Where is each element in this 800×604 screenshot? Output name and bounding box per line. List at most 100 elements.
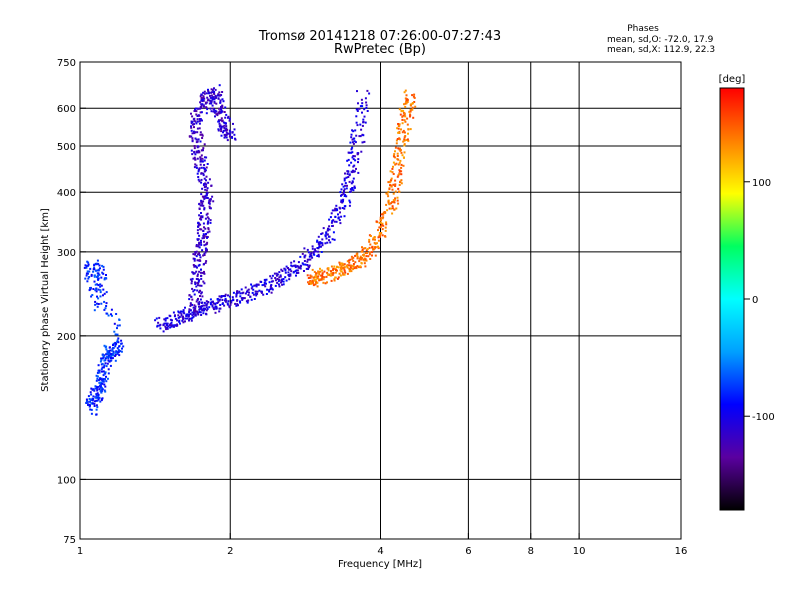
data-point — [343, 207, 346, 210]
data-point — [319, 241, 322, 244]
data-point — [401, 131, 404, 134]
data-point — [105, 375, 107, 378]
data-point — [252, 288, 255, 291]
data-point — [350, 136, 353, 139]
data-point — [99, 378, 101, 381]
data-point — [195, 255, 198, 258]
data-point — [288, 274, 291, 277]
data-point — [398, 124, 401, 127]
data-point — [164, 319, 167, 322]
data-point — [112, 342, 115, 345]
data-point — [196, 146, 199, 149]
data-point — [398, 108, 401, 111]
data-point — [87, 263, 90, 266]
data-point — [332, 269, 334, 272]
data-point — [224, 116, 227, 119]
data-point — [311, 247, 314, 250]
data-point — [206, 241, 209, 244]
data-point — [333, 238, 336, 241]
data-point — [398, 130, 401, 133]
data-point — [92, 288, 95, 290]
data-point — [299, 255, 302, 258]
data-point — [190, 112, 192, 115]
data-point — [210, 88, 213, 91]
data-point — [199, 228, 202, 231]
data-point — [246, 289, 249, 292]
data-point — [92, 388, 95, 391]
data-point — [197, 178, 200, 181]
data-point — [189, 309, 192, 312]
data-point — [237, 304, 239, 307]
data-point — [268, 281, 271, 284]
data-point — [273, 272, 276, 275]
data-point — [346, 260, 349, 263]
data-point — [202, 263, 205, 266]
data-point — [223, 133, 226, 136]
data-point — [279, 274, 282, 277]
data-point — [120, 350, 123, 353]
data-point — [240, 288, 243, 291]
data-point — [398, 132, 401, 134]
data-point — [361, 250, 364, 253]
data-point — [339, 274, 342, 277]
data-point — [200, 154, 203, 157]
data-point — [208, 202, 211, 205]
data-point — [303, 247, 306, 250]
data-point — [195, 270, 198, 273]
data-point — [236, 303, 239, 306]
data-point — [290, 264, 293, 267]
data-point — [194, 309, 197, 312]
data-point — [120, 339, 123, 342]
data-point — [391, 167, 394, 170]
data-point — [186, 313, 189, 316]
data-point — [403, 139, 406, 142]
data-point — [395, 207, 398, 210]
data-point — [324, 242, 327, 245]
data-point — [292, 271, 295, 274]
data-point — [209, 96, 212, 99]
data-point — [295, 274, 297, 277]
data-point — [193, 293, 196, 296]
data-point — [110, 357, 112, 359]
data-point — [318, 244, 321, 247]
data-point — [97, 274, 100, 277]
data-point — [107, 359, 110, 362]
data-point — [335, 220, 338, 223]
data-point — [102, 370, 105, 373]
data-point — [225, 131, 228, 134]
data-point — [306, 260, 309, 263]
data-point — [231, 131, 234, 134]
data-point — [263, 283, 266, 286]
data-point — [355, 167, 357, 170]
data-point — [312, 284, 315, 287]
data-point — [315, 281, 318, 283]
data-point — [247, 294, 250, 296]
data-point — [204, 170, 206, 173]
data-point — [328, 239, 330, 242]
data-point — [199, 111, 202, 114]
data-point — [154, 319, 157, 322]
data-point — [198, 308, 201, 311]
data-point — [354, 266, 357, 269]
data-point — [333, 220, 336, 223]
data-point — [344, 184, 347, 187]
stats-x-mode: mean, sd,X: 112.9, 22.3 — [607, 45, 715, 55]
data-point — [220, 125, 223, 128]
data-point — [94, 387, 97, 390]
data-point — [192, 253, 195, 256]
data-point — [210, 184, 213, 187]
data-point — [86, 270, 89, 273]
data-point — [200, 181, 203, 184]
data-point — [395, 162, 398, 165]
data-point — [217, 120, 220, 123]
data-point — [197, 253, 199, 256]
data-point — [358, 260, 361, 263]
data-point — [400, 128, 402, 131]
data-point — [306, 274, 309, 277]
data-point — [352, 268, 355, 271]
data-point — [184, 317, 187, 320]
data-point — [97, 277, 100, 280]
data-point — [99, 400, 102, 403]
data-point — [118, 345, 121, 348]
data-point — [342, 264, 345, 267]
